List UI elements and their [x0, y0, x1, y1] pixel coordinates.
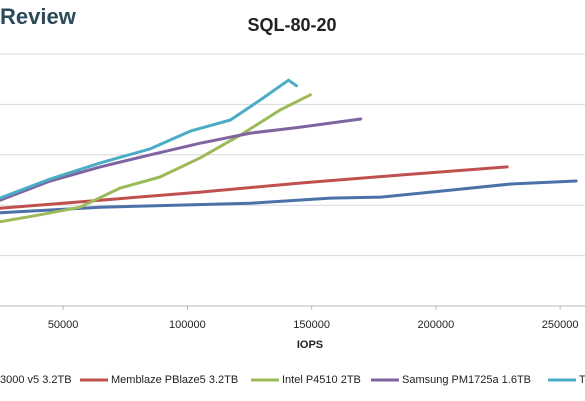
- series-line: [0, 117, 363, 202]
- x-tick-label: 50000: [48, 319, 79, 331]
- x-tick-label: 200000: [418, 319, 455, 331]
- x-tick-label: 100000: [169, 319, 206, 331]
- chart-title: SQL-80-20: [247, 15, 336, 35]
- x-tick-label: 150000: [293, 319, 330, 331]
- x-axis-label: IOPS: [297, 339, 323, 351]
- legend-label: Samsung PM1725a 1.6TB: [402, 374, 531, 386]
- series-line: [0, 179, 578, 215]
- legend-label: Intel P4510 2TB: [282, 374, 361, 386]
- series-line: [0, 165, 509, 210]
- legend-label: 3000 v5 3.2TB: [0, 374, 72, 386]
- brand: Review: [0, 4, 77, 29]
- series-line: [0, 78, 298, 200]
- legend-label: Tos: [579, 374, 585, 386]
- legend-label: Memblaze PBlaze5 3.2TB: [111, 374, 238, 386]
- x-tick-label: 250000: [542, 319, 579, 331]
- series-line: [0, 93, 312, 224]
